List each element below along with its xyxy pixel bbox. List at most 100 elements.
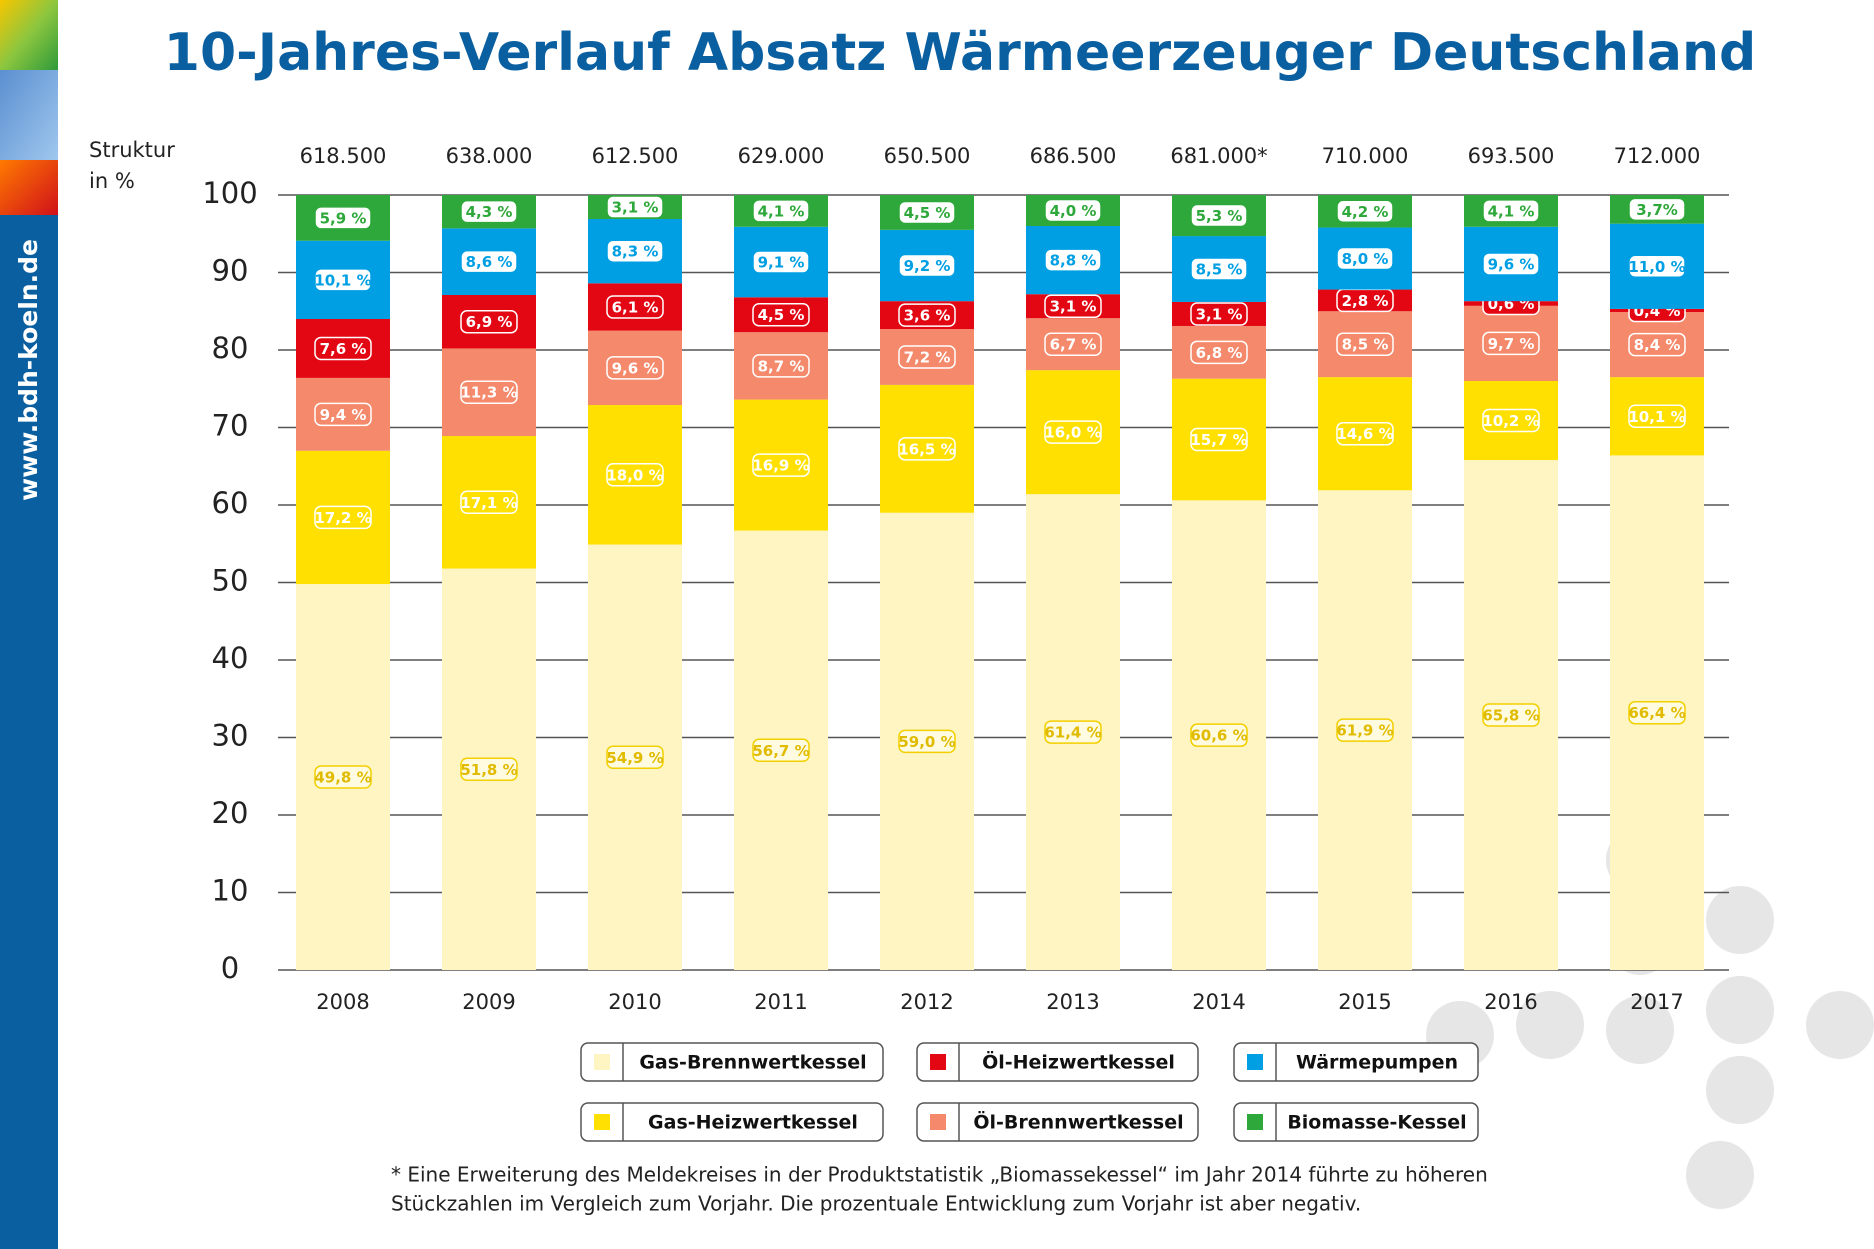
footnote: * Eine Erweiterung des Meldekreises in d…	[391, 1163, 1488, 1187]
data-label: 8,4 %	[1634, 336, 1681, 354]
y-tick-label: 30	[212, 719, 249, 753]
axis-label: Struktur	[89, 138, 175, 162]
data-label: 14,6 %	[1336, 425, 1393, 443]
legend-label: Öl-Heizwertkessel	[982, 1050, 1175, 1074]
data-label-box	[752, 302, 810, 327]
data-label-box	[1336, 332, 1394, 356]
data-label-box	[752, 250, 810, 274]
data-label-box	[314, 402, 372, 427]
data-label-box	[460, 380, 518, 404]
data-label-box	[752, 199, 810, 223]
total-label: 712.000	[1614, 144, 1701, 168]
y-tick-label: 90	[212, 254, 249, 288]
data-label: 6,8 %	[1196, 344, 1243, 362]
data-label-box	[752, 738, 810, 763]
data-label: 17,2 %	[314, 509, 371, 527]
y-tick-label: 40	[212, 641, 249, 675]
data-label: 9,4 %	[320, 406, 367, 424]
data-label-box	[314, 765, 372, 789]
data-label: 17,1 %	[460, 494, 517, 512]
data-label: 8,5 %	[1196, 261, 1243, 279]
data-label: 61,4 %	[1044, 724, 1101, 742]
data-label: 8,3 %	[612, 243, 659, 261]
data-label-box	[1044, 198, 1102, 223]
data-label-box	[1190, 257, 1248, 281]
total-label: 681.000*	[1170, 144, 1267, 168]
data-label: 7,2 %	[904, 348, 951, 366]
data-label-box	[1044, 248, 1102, 272]
data-label: 3,1 %	[1050, 298, 1097, 316]
x-tick-label: 2009	[462, 990, 515, 1014]
data-label: 6,9 %	[466, 313, 513, 331]
data-label: 4,2 %	[1342, 203, 1389, 221]
data-label-box	[752, 354, 810, 378]
x-tick-label: 2014	[1192, 990, 1245, 1014]
corner-image	[0, 70, 58, 160]
data-label-box	[314, 505, 372, 530]
legend-label: Biomasse-Kessel	[1287, 1112, 1466, 1134]
data-label-box	[606, 239, 664, 263]
data-label: 8,5 %	[1342, 336, 1389, 354]
data-label: 10,1 %	[1628, 408, 1685, 426]
data-label-box	[898, 253, 956, 278]
data-label: 6,1 %	[612, 298, 659, 316]
data-label: 3,1 %	[612, 199, 659, 217]
legend-swatch	[930, 1114, 946, 1130]
data-label: 3,7%	[1636, 201, 1678, 219]
data-label-box	[1482, 199, 1540, 223]
legend-label: Wärmepumpen	[1296, 1052, 1458, 1074]
data-label: 16,0 %	[1044, 424, 1101, 442]
data-label: 4,5 %	[904, 204, 951, 222]
data-label: 8,8 %	[1050, 252, 1097, 270]
x-tick-label: 2013	[1046, 990, 1099, 1014]
data-label: 65,8 %	[1482, 707, 1539, 725]
data-label: 4,1 %	[758, 202, 805, 220]
y-tick-label: 10	[212, 874, 249, 908]
data-label-box	[1628, 197, 1686, 222]
y-tick-label: 0	[221, 951, 239, 985]
legend-box	[916, 1042, 1199, 1082]
data-label-box	[1190, 302, 1248, 326]
data-label-box	[1482, 252, 1540, 276]
data-label: 6,7 %	[1050, 336, 1097, 354]
legend-label: Öl-Brennwertkessel	[973, 1110, 1183, 1134]
data-label: 18,0 %	[606, 466, 663, 484]
total-label: 612.500	[592, 144, 679, 168]
data-label: 2,8 %	[1342, 292, 1389, 310]
legend-box	[916, 1102, 1199, 1142]
y-tick-label: 20	[212, 796, 249, 830]
y-tick-label: 70	[212, 409, 249, 443]
data-label: 4,0 %	[1050, 202, 1097, 220]
legend-swatch	[1247, 1054, 1263, 1070]
data-label-box	[606, 745, 664, 770]
legend-label: Gas-Heizwertkessel	[648, 1112, 858, 1134]
data-label: 9,2 %	[904, 257, 951, 275]
data-label-box	[1628, 254, 1686, 279]
data-label: 16,5 %	[898, 440, 955, 458]
total-label: 710.000	[1322, 144, 1409, 168]
data-label: 54,9 %	[606, 749, 663, 767]
data-label: 61,9 %	[1336, 722, 1393, 740]
data-label-box	[898, 729, 956, 754]
x-tick-label: 2008	[316, 990, 369, 1014]
data-label: 5,9 %	[320, 209, 367, 227]
data-label-box	[1482, 703, 1540, 727]
data-label: 9,6 %	[612, 359, 659, 377]
data-label-box	[1190, 427, 1248, 452]
data-label-box	[1190, 340, 1248, 365]
legend-swatch	[594, 1054, 610, 1070]
data-label-box	[898, 345, 956, 369]
data-label: 3,6 %	[904, 307, 951, 325]
legend-box	[1233, 1042, 1479, 1082]
data-label: 8,6 %	[466, 253, 513, 271]
data-label: 56,7 %	[752, 742, 809, 760]
total-label: 638.000	[446, 144, 533, 168]
data-label: 7,6 %	[320, 340, 367, 358]
chart-title: 10-Jahres-Verlauf Absatz Wärmeerzeuger D…	[164, 23, 1756, 83]
y-tick-label: 80	[212, 331, 249, 365]
data-label-box	[752, 453, 810, 477]
data-label: 4,5 %	[758, 306, 805, 324]
data-label-box	[314, 336, 372, 361]
data-label-box	[460, 490, 518, 515]
data-label: 49,8 %	[314, 769, 371, 787]
